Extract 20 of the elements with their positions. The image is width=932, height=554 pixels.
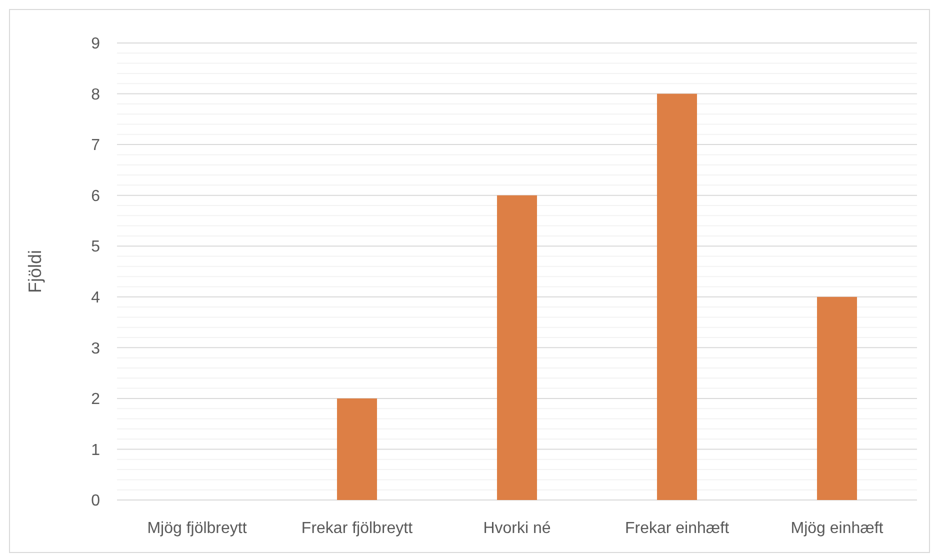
y-tick-label: 8 — [91, 86, 100, 104]
y-tick-label: 0 — [91, 492, 100, 510]
bar — [657, 94, 697, 500]
y-axis-title: Fjöldi — [25, 250, 45, 294]
x-tick-label: Frekar einhæft — [624, 520, 730, 537]
x-tick-label: Mjög fjölbreytt — [147, 520, 248, 537]
y-tick-label: 4 — [91, 289, 100, 306]
x-tick-label: Mjög einhæft — [790, 520, 884, 537]
bar — [817, 296, 857, 500]
bar — [497, 195, 537, 500]
y-tick-label: 1 — [91, 442, 100, 459]
y-tick-label: 9 — [91, 36, 100, 53]
y-tick-label: 3 — [91, 340, 100, 358]
y-tick-label: 5 — [91, 238, 100, 256]
x-tick-label: Hvorki né — [483, 520, 551, 537]
y-tick-label: 2 — [91, 391, 100, 408]
x-tick-label: Frekar fjölbreytt — [301, 520, 414, 537]
y-tick-label: 6 — [91, 188, 100, 205]
y-tick-label: 7 — [91, 137, 100, 154]
bar — [337, 398, 377, 500]
